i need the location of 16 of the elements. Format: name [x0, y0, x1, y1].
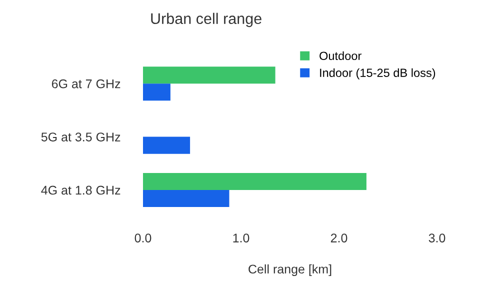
bar	[143, 190, 230, 208]
legend-label: Indoor (15-25 dB loss)	[320, 68, 436, 80]
bar	[143, 84, 170, 101]
bar	[143, 136, 190, 154]
y-tick-label: 6G at 7 GHz	[52, 79, 120, 88]
bar	[143, 172, 366, 190]
y-tick-label: 4G at 1.8 GHz	[41, 186, 120, 195]
x-tick-label: 2.0	[330, 234, 348, 242]
x-axis-title: Cell range [km]	[248, 264, 332, 276]
bar	[143, 66, 276, 84]
x-tick-label: 0.0	[134, 234, 152, 242]
y-tick-label: 5G at 3.5 GHz	[41, 132, 120, 142]
x-tick-label: 3.0	[428, 234, 446, 242]
x-tick-label: 1.0	[233, 234, 250, 242]
chart-title: Urban cell range	[151, 12, 262, 28]
legend-label: Outdoor	[320, 51, 362, 60]
